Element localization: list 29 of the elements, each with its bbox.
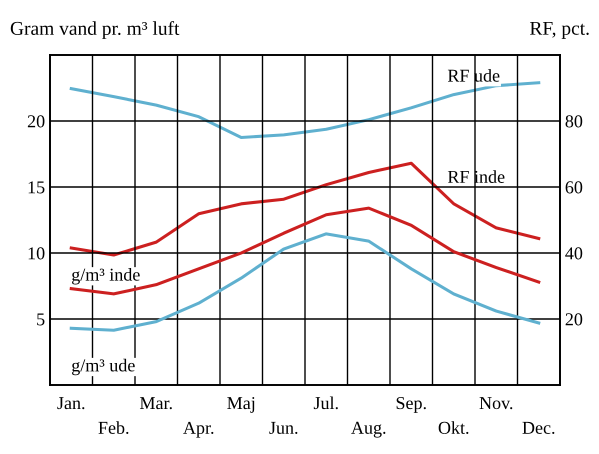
x-tick-label: Okt.: [438, 421, 468, 434]
y-tick-label: 15: [28, 181, 44, 194]
y2-tick-label: 40: [565, 247, 582, 260]
y2-tick-label: 20: [566, 313, 582, 326]
series-label: g/m³ ude: [72, 358, 135, 376]
y-tick-label: 10: [28, 247, 44, 260]
y-tick-label: 20: [28, 115, 44, 128]
x-tick-label: Feb.: [98, 421, 128, 434]
line-series: [70, 81, 540, 140]
y2-tick-label: 80: [566, 115, 582, 128]
y-axis-title: Gram vand pr. m³ luft: [10, 21, 180, 39]
x-tick-label: Maj: [227, 397, 254, 413]
x-tick-label: Jul.: [314, 396, 338, 410]
x-tick-label: Dec.: [522, 422, 554, 434]
x-tick-label: Apr.: [183, 422, 214, 438]
x-tick-label: Nov.: [480, 397, 512, 410]
line-series: [70, 162, 540, 257]
y2-axis-title: RF, pct.: [530, 22, 589, 39]
y2-tick-label: 60: [566, 181, 582, 194]
series-label: RF inde: [448, 170, 504, 183]
line-series: [70, 206, 540, 296]
series-label: g/m³ inde: [72, 268, 140, 284]
line-series: [70, 232, 540, 332]
x-tick-label: Mar.: [140, 397, 172, 410]
x-tick-label: Jan.: [57, 397, 84, 410]
y-tick-label: 5: [37, 313, 44, 326]
x-tick-label: Jun.: [269, 422, 298, 434]
x-tick-label: Aug.: [351, 422, 386, 438]
x-tick-label: Sep.: [396, 397, 426, 413]
